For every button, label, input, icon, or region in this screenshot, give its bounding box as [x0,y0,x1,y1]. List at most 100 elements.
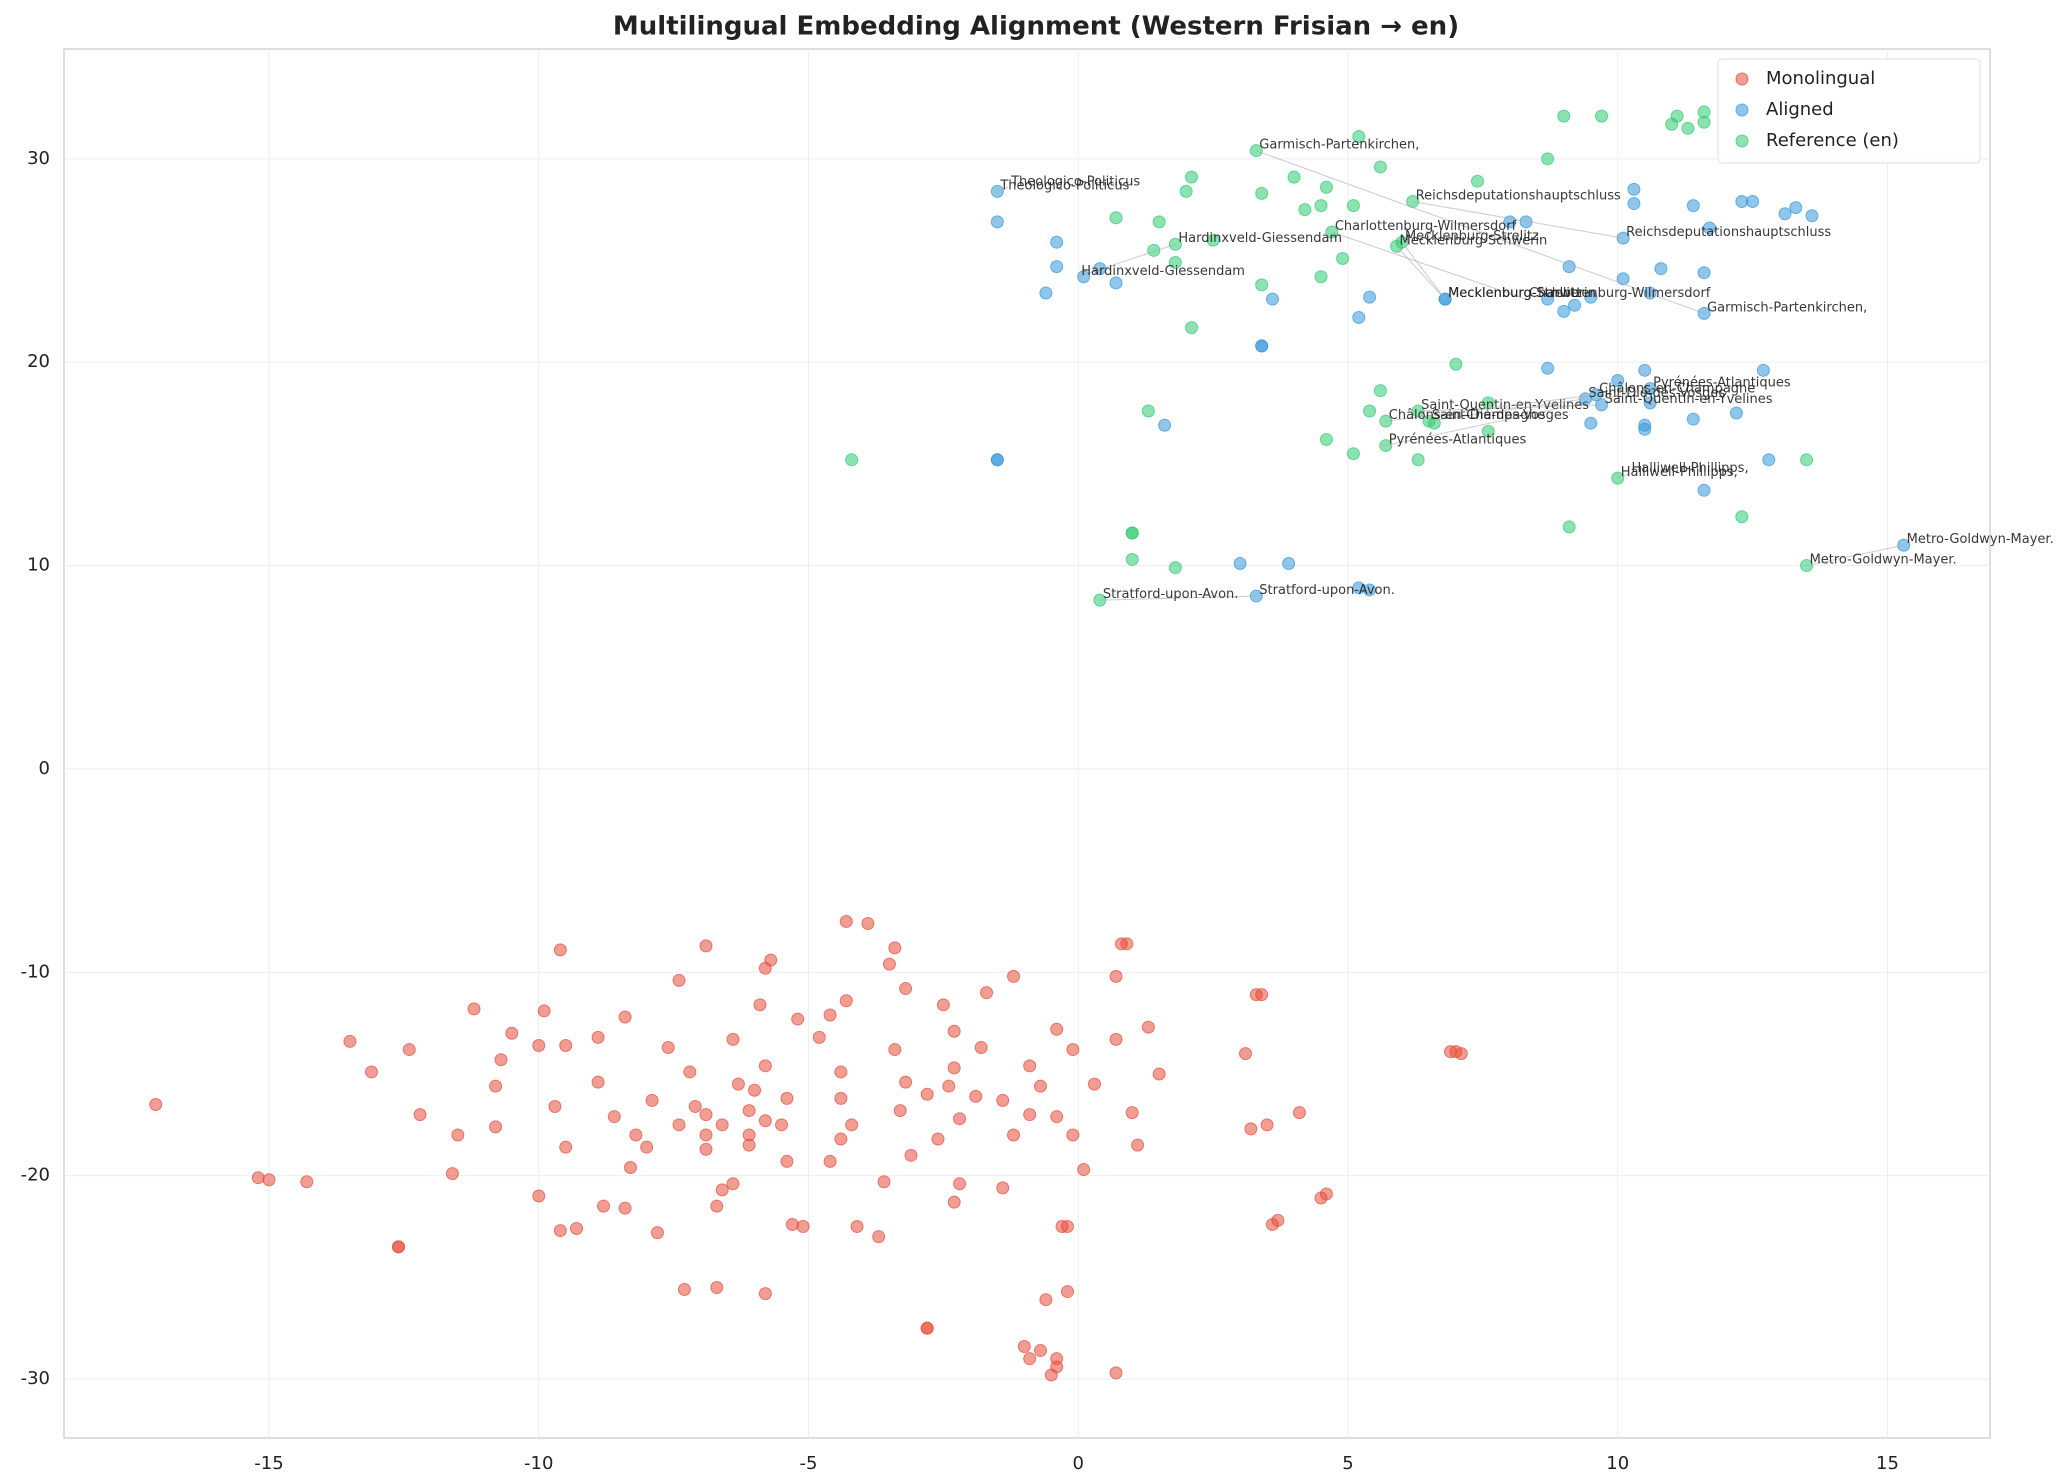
point [845,453,859,467]
point [1789,201,1803,215]
chart-title: Multilingual Embedding Alignment (Wester… [613,12,1459,42]
annotation: Garmisch-Partenkirchen, [1259,138,1419,153]
point [661,1041,675,1055]
point [1470,174,1484,188]
plot-area [63,48,1991,1439]
point [753,998,767,1012]
point [1584,416,1598,430]
legend-marker [1735,72,1749,86]
point [650,1226,664,1240]
point [742,1138,756,1152]
point [1185,170,1199,184]
point [1039,286,1053,300]
point [1756,363,1770,377]
annotation: Reichsdeputationshauptschluss [1626,225,1831,240]
point [1152,215,1166,229]
y-tick-label: 20 [27,351,50,372]
point [839,914,853,928]
point [1314,270,1328,284]
point [758,1287,772,1301]
point [920,1087,934,1101]
point [1066,1043,1080,1057]
x-tick-label: 5 [1342,1453,1353,1474]
point [1158,418,1172,432]
point [1287,170,1301,184]
point [1319,432,1333,446]
point [1557,109,1571,123]
point [953,1177,967,1191]
point [947,1195,961,1209]
point [505,1026,519,1040]
point [1238,1047,1252,1061]
point [1125,526,1139,540]
point [1746,195,1760,209]
point [1023,1352,1037,1366]
point [758,1059,772,1073]
point [1007,1128,1021,1142]
alignment-line [1401,241,1446,300]
point [596,1199,610,1213]
y-tick-label: -30 [21,1368,50,1389]
point [1735,195,1749,209]
point [947,1061,961,1075]
point [1185,321,1199,335]
point [672,973,686,987]
point [1050,260,1064,274]
point [629,1128,643,1142]
point [559,1140,573,1154]
point [1568,298,1582,312]
point [845,1118,859,1132]
point [1147,243,1161,257]
y-tick-label: 0 [39,758,50,779]
point [1114,937,1128,951]
point [1373,384,1387,398]
point [537,1004,551,1018]
point [1125,552,1139,566]
point [904,1148,918,1162]
point [861,916,875,930]
point [710,1281,724,1295]
point [489,1120,503,1134]
annotation: Saint-Dié-des-Vosges [1432,408,1569,423]
y-tick-label: 30 [27,148,50,169]
point [710,1199,724,1213]
point [1616,272,1630,286]
alignment-line [1385,394,1597,422]
annotation: Mecklenburg-Strelitz [1405,229,1539,244]
point [996,1181,1010,1195]
x-tick-label: 15 [1876,1453,1899,1474]
point [715,1118,729,1132]
point [1584,290,1598,304]
annotation: Mecklenburg-Schwerin [1448,286,1596,301]
point [1541,152,1555,166]
point [445,1167,459,1181]
alignment-line [1428,398,1586,422]
point [1681,121,1695,135]
point [742,1104,756,1118]
point [775,1118,789,1132]
point [365,1065,379,1079]
point [1336,251,1350,265]
point [688,1100,702,1114]
legend-label: Aligned [1766,99,1834,120]
alignment-line [1412,201,1624,239]
point [877,1175,891,1189]
point [1778,207,1792,221]
x-tick-label: -15 [254,1453,283,1474]
point [607,1110,621,1124]
annotation: Mecklenburg-Strelitz [1448,286,1582,301]
point [812,1030,826,1044]
point [1762,453,1776,467]
alignment-line [1806,544,1904,567]
point [899,982,913,996]
x-tick-label: 0 [1073,1453,1084,1474]
annotation: Stratford-upon-Avon. [1103,587,1239,602]
point [1168,561,1182,575]
point [489,1079,503,1093]
annotation: Saint-Quentin-en-Yvelines [1421,398,1589,413]
alignment-line [1078,243,1176,278]
point [1168,256,1182,270]
annotation: Mecklenburg-Schwerin [1400,233,1548,248]
point [1271,1213,1285,1227]
